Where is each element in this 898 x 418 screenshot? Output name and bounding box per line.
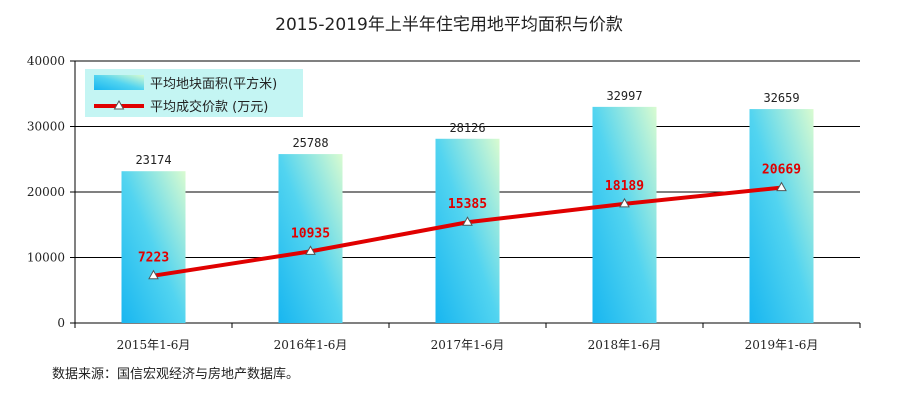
line-value-label: 7223 bbox=[138, 251, 169, 266]
bar bbox=[278, 154, 343, 323]
line-point bbox=[619, 197, 630, 208]
bar bbox=[435, 138, 500, 323]
source-note: 数据来源：国信宏观经济与房地产数据库。 bbox=[52, 366, 299, 382]
x-tick-label: 2017年1-6月 bbox=[431, 338, 505, 352]
y-tick-label: 20000 bbox=[27, 185, 65, 199]
line-point bbox=[462, 216, 473, 226]
x-tick-label: 2019年1-6月 bbox=[745, 338, 819, 352]
legend-bar-swatch bbox=[94, 75, 144, 90]
data-labels: 23174 25788 28126 32997 32659 7223 10935 15385 1… bbox=[135, 89, 801, 266]
x-tick-label: 2018年1-6月 bbox=[588, 338, 662, 352]
bar-value-label: 25788 bbox=[292, 136, 328, 150]
bar-value-label: 32659 bbox=[763, 91, 799, 105]
line-point bbox=[148, 269, 159, 280]
line-value-label: 18189 bbox=[605, 179, 644, 194]
y-tick-label: 30000 bbox=[27, 120, 65, 134]
bar bbox=[121, 171, 186, 323]
line-point bbox=[305, 245, 316, 255]
line-value-label: 10935 bbox=[291, 226, 330, 241]
legend-line-label: 平均成交价款 (万元) bbox=[150, 99, 268, 115]
bar-value-label: 23174 bbox=[135, 153, 171, 167]
bar bbox=[592, 106, 657, 323]
x-tick-label: 2016年1-6月 bbox=[274, 338, 348, 352]
x-tick-label: 2015年1-6月 bbox=[117, 338, 191, 352]
y-tick-label: 10000 bbox=[27, 251, 65, 265]
line-value-label: 15385 bbox=[448, 197, 487, 212]
line-series bbox=[148, 181, 787, 280]
bar-value-label: 32997 bbox=[606, 89, 642, 103]
line-point bbox=[776, 181, 787, 192]
bar-value-label: 28126 bbox=[449, 121, 485, 135]
chart-title: 2015-2019年上半年住宅用地平均面积与价款 bbox=[275, 15, 623, 35]
bar-series bbox=[121, 106, 814, 323]
bar bbox=[749, 109, 814, 323]
line-value-label: 20669 bbox=[762, 163, 801, 178]
triangle-marker-icon bbox=[113, 99, 125, 110]
legend-bar-label: 平均地块面积(平方米) bbox=[150, 76, 277, 92]
y-tick-label: 0 bbox=[57, 316, 65, 330]
legend: 平均地块面积(平方米) 平均成交价款 (万元) bbox=[85, 69, 303, 117]
y-tick-label: 40000 bbox=[27, 54, 65, 68]
